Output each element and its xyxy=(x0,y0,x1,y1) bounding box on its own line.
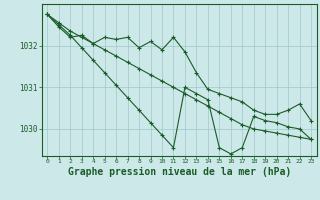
X-axis label: Graphe pression niveau de la mer (hPa): Graphe pression niveau de la mer (hPa) xyxy=(68,167,291,177)
